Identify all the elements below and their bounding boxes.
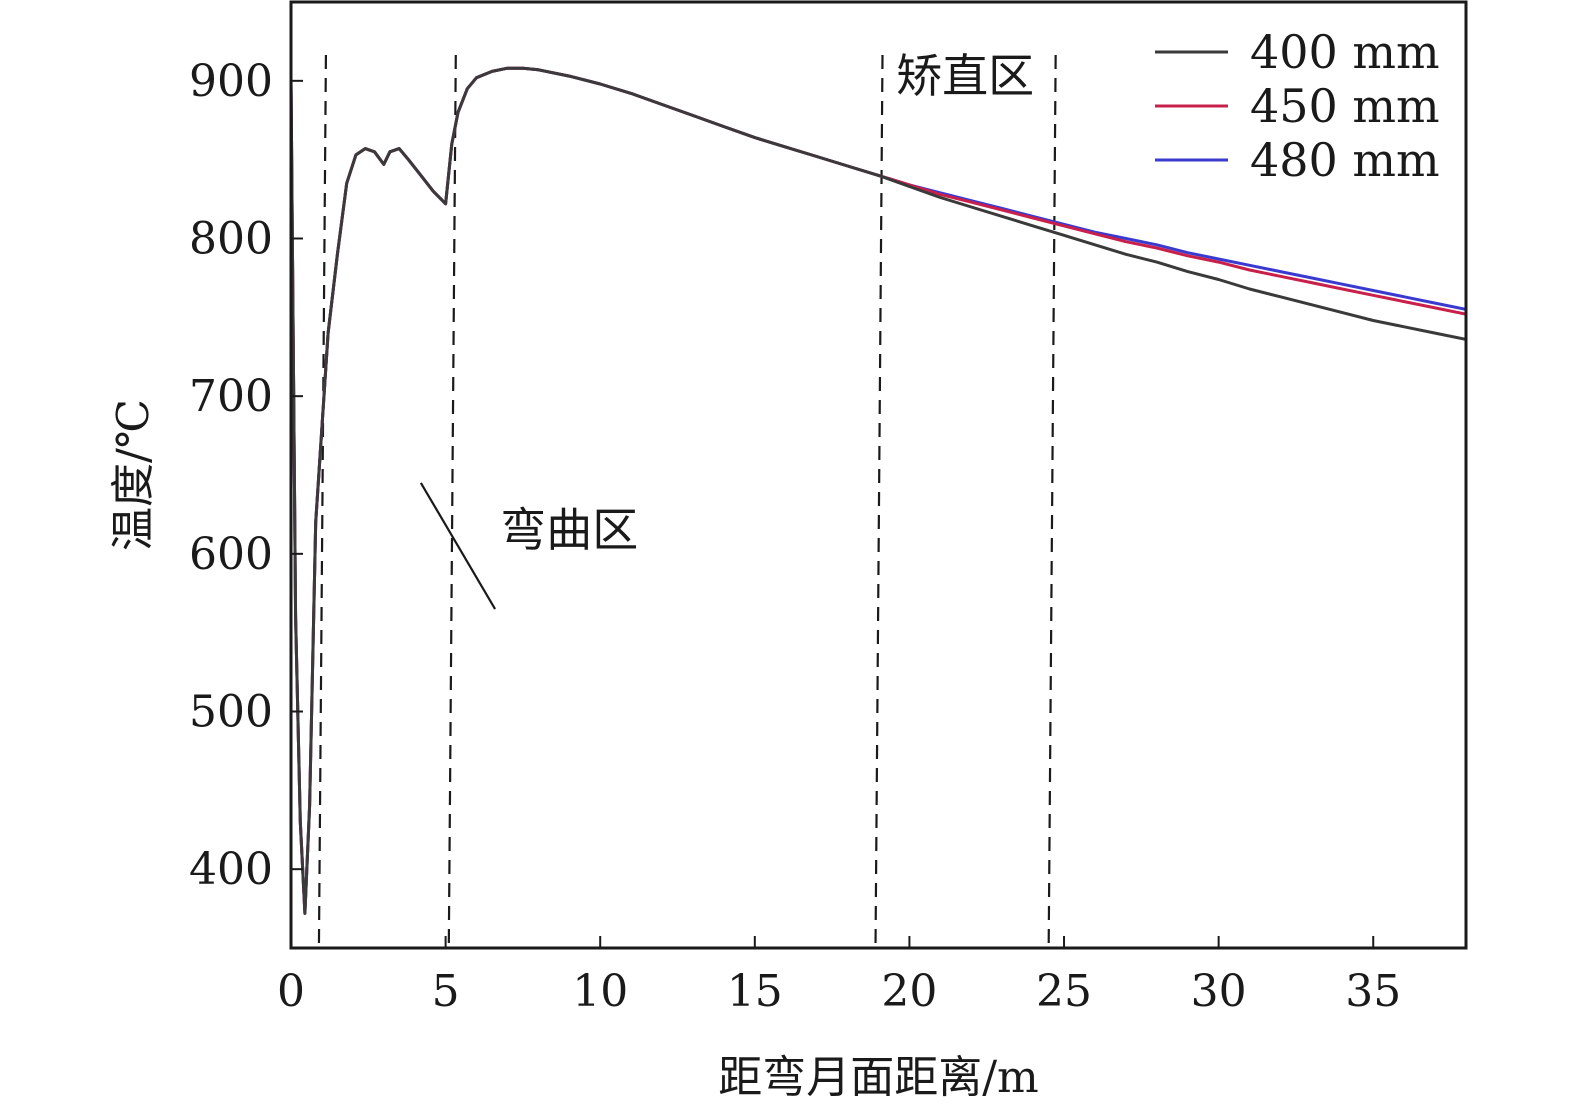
legend-entry: 450 mm [1250,79,1440,133]
y-tick-label: 900 [189,56,273,107]
series-line [291,66,1466,915]
reference-lines [317,54,1057,949]
x-axis-ticks: 0 5 10 15 20 25 30 35 [277,936,1401,1017]
series-line [291,66,1466,915]
y-axis-ticks: 400 500 600 700 800 900 [189,56,303,895]
x-tick-label: 35 [1345,966,1401,1017]
region-boundary-line [447,54,457,949]
y-tick-label: 700 [189,371,273,422]
region-boundary-line [1047,54,1057,949]
annotations: 弯曲区 矫直区 [419,49,1034,610]
legend-entry: 400 mm [1250,25,1440,79]
x-tick-label: 15 [727,966,783,1017]
x-tick-label: 5 [432,966,460,1017]
y-tick-label: 600 [189,529,273,580]
series-lines [291,66,1466,915]
plot-frame [289,0,1468,950]
region-boundary-line [317,54,328,949]
x-tick-label: 10 [572,966,628,1017]
region-label: 矫直区 [896,49,1034,103]
series-line [291,66,1466,915]
y-tick-label: 400 [189,844,273,895]
annotation-leader-line [419,482,497,610]
region-boundary-line [874,54,884,949]
x-tick-label: 25 [1036,966,1092,1017]
x-tick-label: 30 [1191,966,1247,1017]
y-tick-label: 800 [189,214,273,265]
legend-entry: 480 mm [1250,133,1440,187]
y-tick-label: 500 [189,687,273,738]
x-tick-label: 20 [881,966,937,1017]
region-label: 弯曲区 [500,503,638,557]
x-axis-label: 距弯月面距离/m [718,1052,1039,1103]
x-tick-label: 0 [277,966,305,1017]
y-axis-label: 温度/℃ [108,399,159,551]
